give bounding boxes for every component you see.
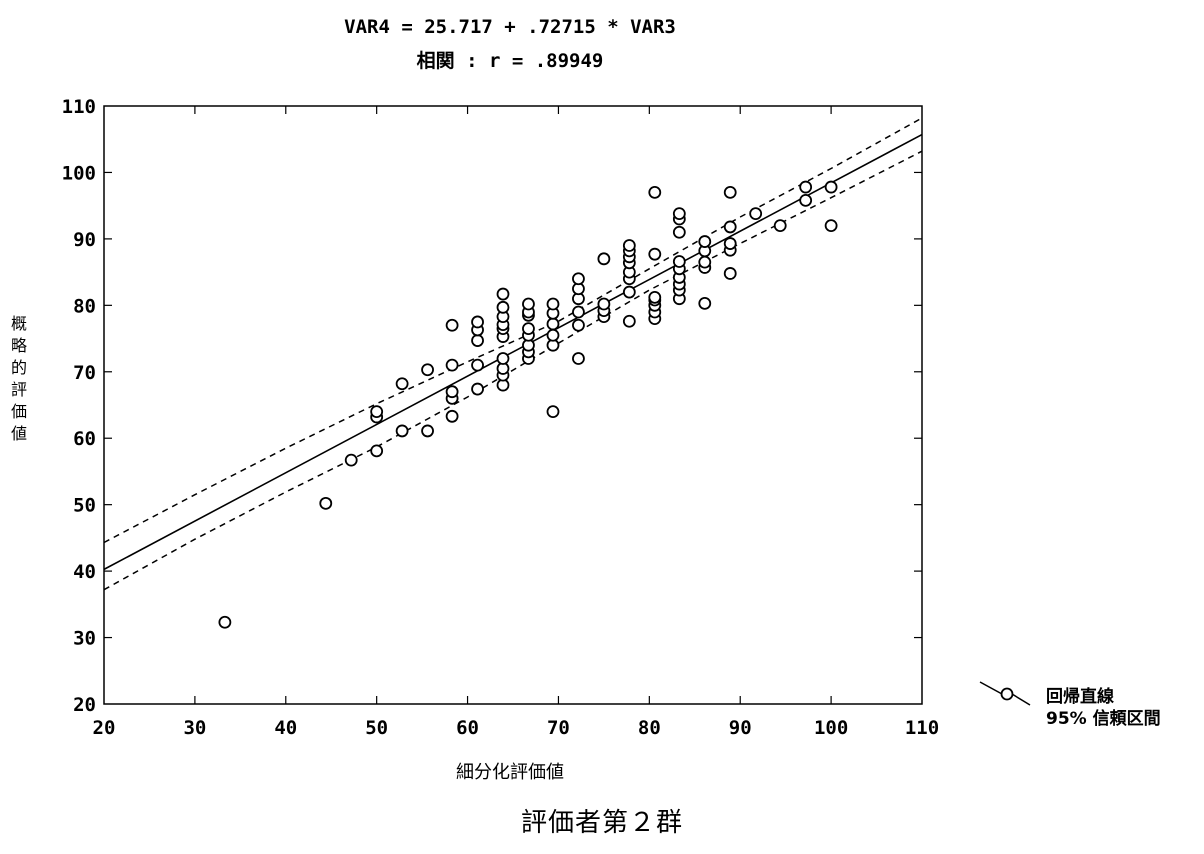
x-tick-label: 110 [905,717,939,739]
data-point [370,444,384,458]
data-point [395,377,409,391]
legend-line-icon [979,681,1003,695]
data-point [824,180,838,194]
y-tick-label: 90 [73,229,96,251]
data-point [723,220,737,234]
data-point [218,615,232,629]
y-tick-label: 50 [73,495,96,517]
confidence-lower-line [103,150,923,591]
y-tick-label: 100 [62,162,96,184]
data-point [496,287,510,301]
data-point [723,185,737,199]
x-axis-label: 細分化評価値 [456,762,564,783]
legend-icon-group [979,681,1031,706]
data-point [319,496,333,510]
x-axis: 20 30 40 50 60 70 80 90 100 110 [93,106,939,739]
data-point [395,424,409,438]
x-tick-label: 70 [547,717,570,739]
data-point [622,314,636,328]
data-point [698,255,712,269]
plot-frame [103,105,923,705]
regression-line [103,133,923,571]
data-point [471,315,484,329]
y-axis: 20 30 40 50 60 70 80 90 100 110 [62,96,922,716]
y-tick-label: 110 [62,96,96,118]
x-tick-label: 30 [183,717,206,739]
x-tick-label: 60 [456,717,479,739]
data-point [799,180,813,194]
data-point [421,363,434,377]
data-point [445,318,459,332]
data-point [572,318,585,332]
data-point [445,358,459,372]
y-tick-label: 40 [73,561,96,583]
y-tick-label: 60 [73,428,96,450]
figure-caption: 評価者第２群 [520,808,683,838]
legend-line-icon [1011,693,1031,706]
regression-line-group [103,133,923,571]
y-tick-label: 70 [73,362,96,384]
data-point [370,405,384,419]
y-tick-label: 30 [73,628,96,650]
y-tick-label: 80 [73,295,96,317]
data-point [799,193,813,207]
data-point [672,255,686,268]
data-point [773,219,787,233]
data-point [496,352,510,365]
data-point [445,409,459,423]
data-point [723,267,737,280]
chart-subtitle: 相関 : r = .89949 [416,50,604,72]
data-point [471,358,484,372]
data-point [572,272,585,286]
data-point [672,207,686,221]
confidence-upper-line [103,117,923,544]
data-point [522,322,535,335]
y-tick-label: 20 [73,694,96,716]
x-tick-label: 90 [729,717,752,739]
x-tick-label: 20 [93,717,116,739]
data-point [723,237,737,250]
data-point [597,297,611,311]
x-tick-label: 100 [814,717,848,739]
data-point [471,334,484,347]
data-point [648,247,662,261]
data-point [572,305,585,319]
legend-entry-confidence: 95% 信頼区間 [1046,709,1161,729]
data-point [471,382,484,396]
data-point [622,285,636,299]
data-point [496,300,510,314]
data-point [597,252,611,266]
data-point [445,385,459,399]
data-point [546,328,560,342]
data-point [698,235,712,248]
data-point [824,219,838,233]
data-point [572,352,585,365]
chart-title: VAR4 = 25.717 + .72715 * VAR3 [344,16,676,38]
confidence-band [103,117,923,591]
data-point [648,185,662,199]
x-tick-label: 80 [638,717,661,739]
data-point [749,207,763,221]
data-point [546,317,560,331]
data-point [546,297,560,311]
data-point [546,405,560,419]
data-point [344,453,358,467]
legend-marker-icon [1000,687,1014,701]
data-point [622,239,636,252]
x-tick-label: 40 [274,717,297,739]
x-tick-label: 50 [365,717,388,739]
data-point [648,290,662,304]
legend-entry-regression: 回帰直線 [1046,687,1114,707]
y-axis-label: 概 略 的 評 価 値 [10,314,27,443]
data-points [218,180,838,629]
data-point [698,296,712,310]
data-point [421,424,434,438]
data-point [522,297,535,311]
data-point [672,225,686,239]
